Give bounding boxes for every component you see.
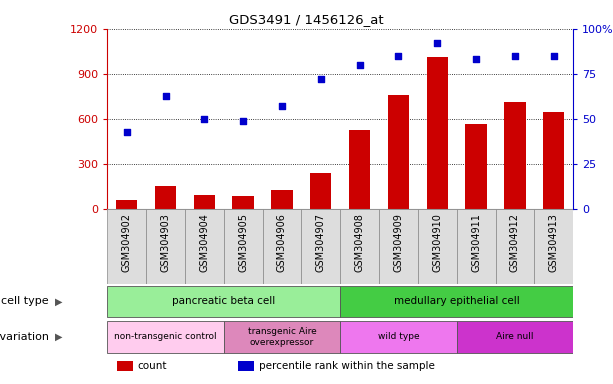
Text: percentile rank within the sample: percentile rank within the sample (259, 361, 435, 371)
Bar (340, 321, 457, 353)
Point (355, 62, 365, 68)
Bar (388, 95, 409, 209)
Bar (310, 173, 332, 209)
Text: cell type: cell type (1, 296, 49, 306)
Point (316, 76, 326, 83)
Text: GSM304910: GSM304910 (432, 213, 442, 272)
Bar (224, 209, 262, 284)
Bar (379, 209, 418, 284)
Point (277, 103, 287, 109)
Bar (116, 361, 133, 371)
Bar (107, 321, 224, 353)
Text: GSM304907: GSM304907 (316, 213, 326, 272)
Bar (465, 124, 487, 209)
Point (471, 56, 481, 63)
Point (199, 116, 209, 122)
Text: non-transgenic control: non-transgenic control (114, 333, 217, 341)
Text: GSM304905: GSM304905 (238, 213, 248, 272)
Text: Aire null: Aire null (496, 333, 534, 341)
Text: GSM304909: GSM304909 (394, 213, 403, 272)
Text: count: count (137, 361, 167, 371)
Bar (543, 112, 565, 209)
Bar (107, 209, 146, 284)
Point (510, 53, 520, 59)
Bar (349, 129, 370, 209)
Text: GSM304911: GSM304911 (471, 213, 481, 272)
Text: ▶: ▶ (55, 332, 63, 342)
Text: GSM304912: GSM304912 (510, 213, 520, 272)
Bar (340, 209, 379, 284)
Bar (427, 57, 448, 209)
Text: ▶: ▶ (55, 296, 63, 306)
Point (238, 118, 248, 124)
Bar (146, 209, 185, 284)
Point (394, 53, 403, 59)
Bar (457, 321, 573, 353)
Bar (302, 209, 340, 284)
Text: GSM304903: GSM304903 (161, 213, 170, 272)
Bar (116, 200, 137, 209)
Bar (457, 209, 495, 284)
Point (122, 129, 132, 135)
Point (161, 93, 170, 99)
Bar (155, 186, 176, 209)
Bar (262, 209, 302, 284)
Bar (272, 190, 292, 209)
Text: medullary epithelial cell: medullary epithelial cell (394, 296, 520, 306)
Point (549, 53, 558, 59)
Text: GDS3491 / 1456126_at: GDS3491 / 1456126_at (229, 13, 384, 26)
Text: pancreatic beta cell: pancreatic beta cell (172, 296, 275, 306)
Text: GSM304908: GSM304908 (355, 213, 365, 272)
Bar (194, 195, 215, 209)
Text: GSM304913: GSM304913 (549, 213, 558, 272)
Point (432, 40, 442, 46)
Bar (107, 286, 340, 317)
Bar (224, 321, 340, 353)
Bar (535, 209, 573, 284)
Text: wild type: wild type (378, 333, 419, 341)
Text: GSM304906: GSM304906 (277, 213, 287, 272)
Bar (185, 209, 224, 284)
Bar (504, 103, 525, 209)
Bar (232, 197, 254, 209)
Text: genotype/variation: genotype/variation (0, 332, 49, 342)
Bar (238, 361, 254, 371)
Text: GSM304904: GSM304904 (199, 213, 209, 272)
Text: transgenic Aire
overexpressor: transgenic Aire overexpressor (248, 327, 316, 347)
Bar (495, 209, 535, 284)
Bar (418, 209, 457, 284)
Text: GSM304902: GSM304902 (122, 213, 132, 272)
Bar (340, 286, 573, 317)
